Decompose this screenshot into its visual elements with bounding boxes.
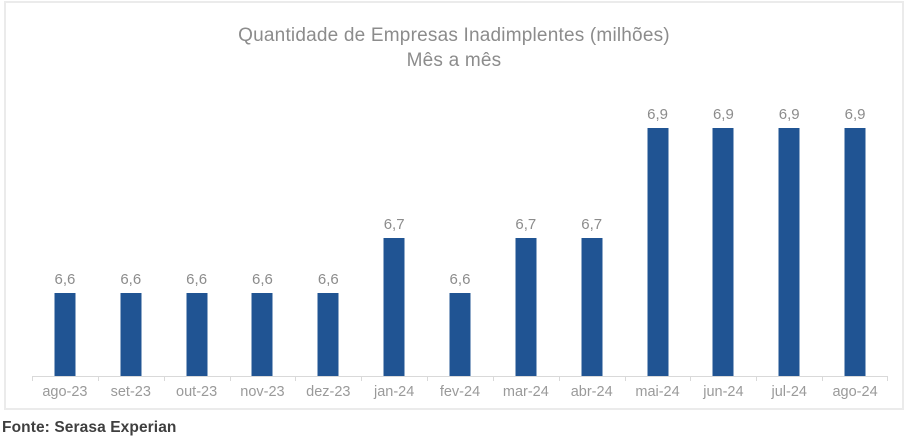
- x-axis-tick-label: ago-23: [42, 384, 88, 400]
- bar: [778, 128, 800, 376]
- bar-column: 6,9 jul-24: [756, 73, 822, 400]
- bar-column: 6,9 jun-24: [690, 73, 756, 400]
- bar-column: 6,6 fev-24: [427, 73, 493, 400]
- bar-column: 6,6 set-23: [98, 73, 164, 400]
- chart-title-line1: Quantidade de Empresas Inadimplentes (mi…: [238, 25, 670, 46]
- bar-column: 6,9 ago-24: [822, 73, 888, 400]
- source-note: Fonte: Serasa Experian: [2, 419, 177, 436]
- chart-title-line2: Mês a mês: [406, 50, 502, 71]
- bar-value-label: 6,7: [515, 216, 537, 233]
- chart-title: Quantidade de Empresas Inadimplentes (mi…: [6, 23, 902, 73]
- bar-column: 6,6 out-23: [164, 73, 230, 400]
- x-axis-tick-label: jun-24: [703, 384, 744, 400]
- bar-value-label: 6,6: [186, 271, 208, 288]
- x-axis-tick-label: jul-24: [771, 384, 807, 400]
- bar-value-label: 6,6: [54, 271, 76, 288]
- bar-value-label: 6,9: [844, 106, 866, 123]
- x-axis-tick-label: mar-24: [502, 384, 549, 400]
- bar: [120, 293, 142, 376]
- bar-value-label: 6,7: [581, 216, 603, 233]
- x-axis-line: [32, 376, 888, 377]
- bar-value-label: 6,7: [383, 216, 405, 233]
- x-axis-tick-label: abr-24: [570, 384, 613, 400]
- x-axis-tick-label: set-23: [110, 384, 151, 400]
- x-axis-tick: [559, 376, 560, 381]
- x-axis-tick: [690, 376, 691, 381]
- x-axis-tick: [230, 376, 231, 381]
- bar-value-label: 6,6: [317, 271, 339, 288]
- x-axis-tick: [164, 376, 165, 381]
- x-axis-tick-label: nov-23: [240, 384, 285, 400]
- bar: [317, 293, 339, 376]
- bar-value-label: 6,9: [647, 106, 668, 123]
- bar: [383, 238, 405, 376]
- x-axis-tick: [756, 376, 757, 381]
- bar: [515, 238, 537, 376]
- x-axis-tick-label: out-23: [176, 384, 218, 400]
- x-axis-tick: [493, 376, 494, 381]
- bar-column: 6,7 mar-24: [493, 73, 559, 400]
- x-axis-tick: [295, 376, 296, 381]
- bar: [712, 128, 734, 376]
- bar: [54, 293, 76, 376]
- bar-column: 6,6 dez-23: [295, 73, 361, 400]
- bar-column: 6,7 jan-24: [361, 73, 427, 400]
- x-axis-tick: [625, 376, 626, 381]
- bar-value-label: 6,6: [252, 271, 273, 288]
- x-axis-tick-label: jan-24: [373, 384, 415, 400]
- x-axis-tick-label: fev-24: [439, 384, 481, 400]
- bar: [251, 293, 273, 376]
- x-axis-tick-label: dez-23: [306, 384, 351, 400]
- x-axis-tick: [98, 376, 99, 381]
- x-axis-tick: [427, 376, 428, 381]
- x-axis-tick-label: ago-24: [832, 384, 878, 400]
- bar-column: 6,6 nov-23: [230, 73, 296, 400]
- bar-column: 6,9 mai-24: [625, 73, 691, 400]
- bar: [449, 293, 471, 376]
- x-axis-tick-label: mai-24: [635, 384, 680, 400]
- x-axis-tick: [32, 376, 33, 381]
- x-axis-tick: [361, 376, 362, 381]
- x-axis-tick: [887, 376, 888, 381]
- bar-value-label: 6,9: [712, 106, 734, 123]
- x-axis-tick: [822, 376, 823, 381]
- bar-value-label: 6,6: [120, 271, 142, 288]
- bar: [844, 128, 866, 376]
- chart-frame: Quantidade de Empresas Inadimplentes (mi…: [4, 1, 904, 410]
- bar: [581, 238, 603, 376]
- bar-column: 6,6 ago-23: [32, 73, 98, 400]
- bar: [647, 128, 669, 376]
- plot-area: 6,6 ago-23 6,6 set-23 6,6 out-23 6,6 nov-23 6,6 d…: [32, 73, 888, 400]
- bar-value-label: 6,9: [778, 106, 800, 123]
- bar-column: 6,7 abr-24: [559, 73, 625, 400]
- bar-value-label: 6,6: [449, 271, 471, 288]
- bar: [186, 293, 208, 376]
